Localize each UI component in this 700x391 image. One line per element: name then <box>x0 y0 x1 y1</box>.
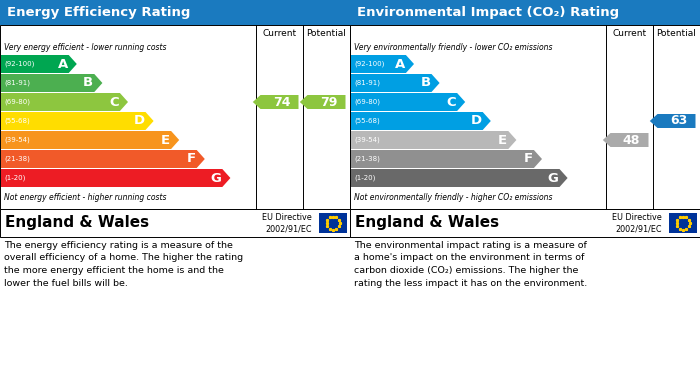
Polygon shape <box>351 74 440 92</box>
Text: B: B <box>83 77 93 90</box>
Text: EU Directive
2002/91/EC: EU Directive 2002/91/EC <box>612 213 662 233</box>
Text: (69-80): (69-80) <box>354 99 380 105</box>
FancyBboxPatch shape <box>350 0 700 25</box>
FancyBboxPatch shape <box>319 213 347 233</box>
Polygon shape <box>650 114 696 128</box>
Text: D: D <box>134 115 144 127</box>
FancyBboxPatch shape <box>350 25 700 209</box>
Text: (21-38): (21-38) <box>4 156 30 162</box>
Polygon shape <box>351 112 491 130</box>
Text: (81-91): (81-91) <box>354 80 380 86</box>
Polygon shape <box>1 169 230 187</box>
Text: (21-38): (21-38) <box>354 156 380 162</box>
Text: Very environmentally friendly - lower CO₂ emissions: Very environmentally friendly - lower CO… <box>354 43 552 52</box>
Text: E: E <box>161 133 170 147</box>
Text: Potential: Potential <box>307 29 346 38</box>
Text: The environmental impact rating is a measure of
a home's impact on the environme: The environmental impact rating is a mea… <box>354 241 587 287</box>
Text: The energy efficiency rating is a measure of the
overall efficiency of a home. T: The energy efficiency rating is a measur… <box>4 241 243 287</box>
Polygon shape <box>1 93 128 111</box>
Text: B: B <box>421 77 430 90</box>
Text: (55-68): (55-68) <box>354 118 379 124</box>
Text: (69-80): (69-80) <box>4 99 30 105</box>
Polygon shape <box>300 95 346 109</box>
Text: C: C <box>109 95 119 108</box>
Text: (55-68): (55-68) <box>4 118 29 124</box>
Polygon shape <box>1 131 179 149</box>
Text: F: F <box>187 152 196 165</box>
Text: D: D <box>470 115 482 127</box>
Text: A: A <box>395 57 405 70</box>
Text: 74: 74 <box>273 95 290 108</box>
Text: C: C <box>447 95 456 108</box>
Text: Very energy efficient - lower running costs: Very energy efficient - lower running co… <box>4 43 167 52</box>
Text: F: F <box>524 152 533 165</box>
FancyBboxPatch shape <box>0 209 350 237</box>
Text: 63: 63 <box>670 115 687 127</box>
Polygon shape <box>253 95 298 109</box>
Text: (1-20): (1-20) <box>354 175 375 181</box>
Text: Potential: Potential <box>657 29 696 38</box>
Polygon shape <box>1 74 102 92</box>
Polygon shape <box>1 55 77 73</box>
Text: (92-100): (92-100) <box>354 61 384 67</box>
Text: Current: Current <box>262 29 297 38</box>
Text: (92-100): (92-100) <box>4 61 34 67</box>
Text: EU Directive
2002/91/EC: EU Directive 2002/91/EC <box>262 213 312 233</box>
Polygon shape <box>1 150 205 168</box>
FancyBboxPatch shape <box>0 25 350 209</box>
Text: G: G <box>211 172 221 185</box>
FancyBboxPatch shape <box>350 209 700 237</box>
Text: Environmental Impact (CO₂) Rating: Environmental Impact (CO₂) Rating <box>357 6 619 19</box>
Text: Energy Efficiency Rating: Energy Efficiency Rating <box>7 6 190 19</box>
Text: Not energy efficient - higher running costs: Not energy efficient - higher running co… <box>4 192 167 201</box>
Text: Current: Current <box>612 29 647 38</box>
Text: 48: 48 <box>623 133 640 147</box>
FancyBboxPatch shape <box>0 0 350 25</box>
Text: Not environmentally friendly - higher CO₂ emissions: Not environmentally friendly - higher CO… <box>354 192 552 201</box>
Text: A: A <box>57 57 68 70</box>
Text: E: E <box>498 133 508 147</box>
Text: England & Wales: England & Wales <box>355 215 499 231</box>
Polygon shape <box>351 93 466 111</box>
FancyBboxPatch shape <box>669 213 697 233</box>
Text: (81-91): (81-91) <box>4 80 30 86</box>
Polygon shape <box>1 112 153 130</box>
Polygon shape <box>351 169 568 187</box>
Polygon shape <box>351 150 542 168</box>
Polygon shape <box>351 131 517 149</box>
Polygon shape <box>603 133 648 147</box>
Text: England & Wales: England & Wales <box>5 215 149 231</box>
Text: G: G <box>547 172 559 185</box>
Text: (1-20): (1-20) <box>4 175 25 181</box>
Text: (39-54): (39-54) <box>4 137 29 143</box>
Text: (39-54): (39-54) <box>354 137 379 143</box>
Text: 79: 79 <box>320 95 337 108</box>
Polygon shape <box>351 55 414 73</box>
